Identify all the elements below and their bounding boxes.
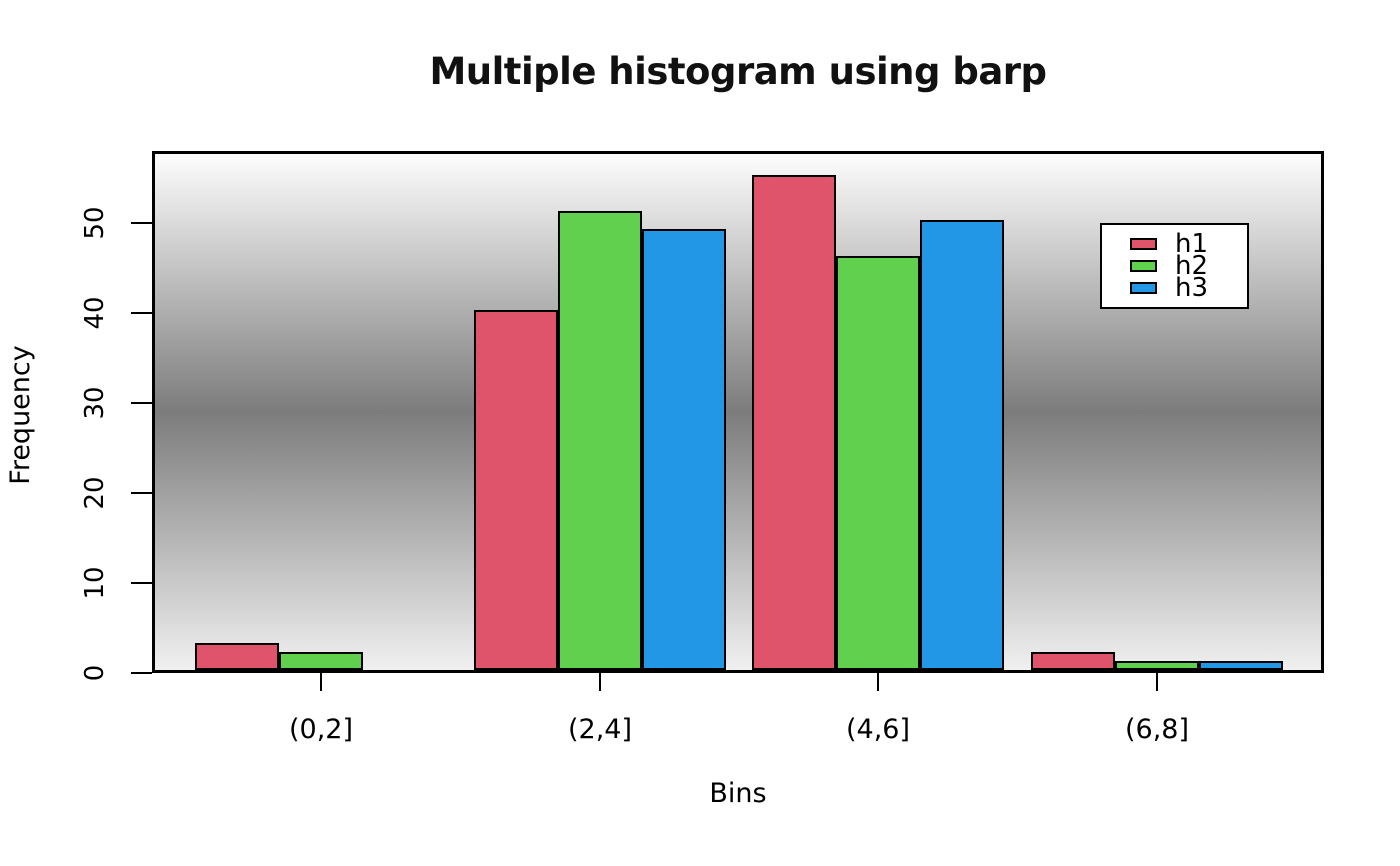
y-axis-title: Frequency <box>5 345 36 485</box>
bar-h3-group3 <box>920 220 1004 670</box>
bar-h3-group2 <box>642 229 726 670</box>
y-tick-label-10: 10 <box>80 566 110 600</box>
x-tick-group3 <box>877 673 879 691</box>
y-tick-label-50: 50 <box>80 206 110 240</box>
bar-h3-group4 <box>1199 661 1283 670</box>
x-tick-group1 <box>320 673 322 691</box>
legend-label-h2: h2 <box>1175 251 1209 281</box>
x-axis-title: Bins <box>709 778 767 809</box>
x-tick-group4 <box>1156 673 1158 691</box>
bar-h2-group3 <box>836 256 920 670</box>
bar-h1-group2 <box>474 310 558 670</box>
legend-swatch-h2 <box>1130 260 1157 272</box>
y-tick-label-30: 30 <box>80 386 110 420</box>
y-tick-10 <box>131 582 152 584</box>
y-tick-label-20: 20 <box>80 476 110 510</box>
y-tick-0 <box>131 672 152 674</box>
x-tick-label-group3: (4,6] <box>845 714 910 745</box>
y-tick-label-40: 40 <box>80 296 110 330</box>
chart-title: Multiple histogram using barp <box>429 50 1047 93</box>
x-tick-label-group4: (6,8] <box>1124 714 1189 745</box>
bar-h2-group4 <box>1115 661 1199 670</box>
legend-label-h3: h3 <box>1175 273 1209 303</box>
legend-swatch-h3 <box>1130 282 1157 294</box>
y-tick-50 <box>131 222 152 224</box>
legend-swatch-h1 <box>1130 238 1157 250</box>
x-tick-label-group2: (2,4] <box>567 714 632 745</box>
bar-h2-group1 <box>279 652 363 670</box>
legend: h1 h2 h3 <box>1100 223 1249 309</box>
y-tick-label-0: 0 <box>80 664 110 682</box>
y-tick-30 <box>131 402 152 404</box>
legend-label-h1: h1 <box>1175 229 1209 259</box>
legend-row-h2: h2 <box>1130 251 1247 281</box>
y-tick-40 <box>131 312 152 314</box>
bar-h2-group2 <box>558 211 642 670</box>
legend-row-h3: h3 <box>1130 273 1247 303</box>
y-tick-20 <box>131 492 152 494</box>
x-tick-label-group1: (0,2] <box>288 714 353 745</box>
legend-row-h1: h1 <box>1130 229 1247 259</box>
bar-h1-group4 <box>1031 652 1115 670</box>
bar-h1-group3 <box>752 175 836 670</box>
x-tick-group2 <box>599 673 601 691</box>
bar-h1-group1 <box>195 643 279 670</box>
